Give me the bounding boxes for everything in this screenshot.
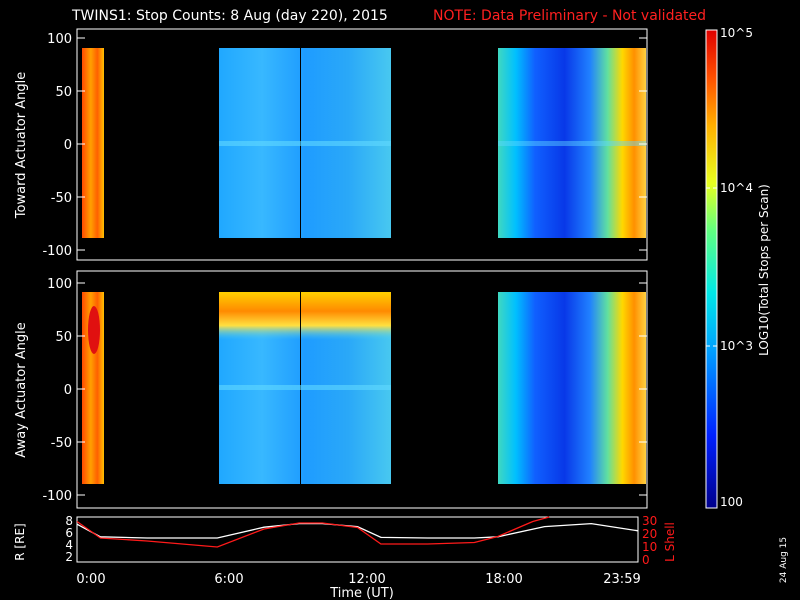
orbit-left-ylabel: R [RE] <box>13 523 27 560</box>
x-tick-label: 6:00 <box>214 572 243 587</box>
toward-heat-block-early <box>82 48 104 238</box>
orbit-left-ytick: 4 <box>65 538 73 552</box>
lshell-line <box>76 516 550 548</box>
toward-ytick: -50 <box>51 191 72 206</box>
toward-ytick: 50 <box>55 85 72 100</box>
away-ytick: 100 <box>47 277 72 292</box>
orbit-right-ytick: 0 <box>642 553 650 567</box>
away-ylabel: Away Actuator Angle <box>14 322 29 457</box>
orbit-frame <box>76 516 639 563</box>
colorbar-tick: 100 <box>720 495 743 509</box>
away-heat-block-late <box>498 292 646 484</box>
away-ytick: -50 <box>51 436 72 451</box>
away-y-tick-marks <box>77 282 647 496</box>
toward-zero-stripe <box>219 141 391 146</box>
orbit-right-ylabel: L Shell <box>663 522 677 562</box>
chart-title: TWINS1: Stop Counts: 8 Aug (day 220), 20… <box>71 8 388 24</box>
colorbar-tick: 10^3 <box>720 339 753 353</box>
orbit-right-ytick: 20 <box>642 527 657 541</box>
away-ytick: 50 <box>55 330 72 345</box>
orbit-right-ytick: 30 <box>642 514 657 528</box>
away-ytick: -100 <box>42 489 72 504</box>
generation-date: 24 Aug 15 <box>779 537 789 583</box>
away-top-band <box>219 292 391 340</box>
away-zero-stripe <box>219 385 391 390</box>
x-axis-label: Time (UT) <box>329 586 394 600</box>
orbit-left-ytick: 8 <box>65 514 73 528</box>
toward-zero-stripe-late <box>498 141 646 146</box>
orbit-left-ytick: 6 <box>65 526 73 540</box>
colorbar: 100 10^3 10^4 10^5 LOG10(Total Stops per… <box>705 26 771 509</box>
x-tick-label: 18:00 <box>485 572 522 587</box>
toward-ytick: 100 <box>47 32 72 47</box>
x-tick-label: 0:00 <box>76 572 105 587</box>
colorbar-gradient <box>705 29 718 509</box>
toward-ytick: -100 <box>42 244 72 259</box>
orbit-left-ytick: 2 <box>65 550 73 564</box>
toward-heat-block-late <box>498 48 646 238</box>
orbit-lines <box>76 516 639 548</box>
away-hotspot <box>88 306 100 354</box>
orbit-right-ytick: 10 <box>642 540 657 554</box>
toward-ylabel: Toward Actuator Angle <box>14 72 29 219</box>
toward-y-tick-marks <box>77 37 647 251</box>
colorbar-tick: 10^4 <box>720 181 753 195</box>
toward-panel: 100 50 0 -50 -100 Toward Actuator Angle <box>14 28 648 261</box>
colorbar-tick-marks <box>706 187 717 347</box>
x-tick-label: 23:59 <box>603 572 640 587</box>
radius-line <box>76 522 639 539</box>
x-tick-label: 12:00 <box>348 572 385 587</box>
colorbar-label: LOG10(Total Stops per Scan) <box>757 184 771 356</box>
away-ytick: 0 <box>64 383 72 398</box>
orbit-panel: 8 6 4 2 30 20 10 0 R [RE] L Shell 0:00 6… <box>13 514 677 600</box>
preliminary-note: NOTE: Data Preliminary - Not validated <box>433 8 706 24</box>
colorbar-tick: 10^5 <box>720 26 753 40</box>
away-panel: 100 50 0 -50 -100 Away Actuator Angle <box>14 270 648 509</box>
toward-ytick: 0 <box>64 138 72 153</box>
